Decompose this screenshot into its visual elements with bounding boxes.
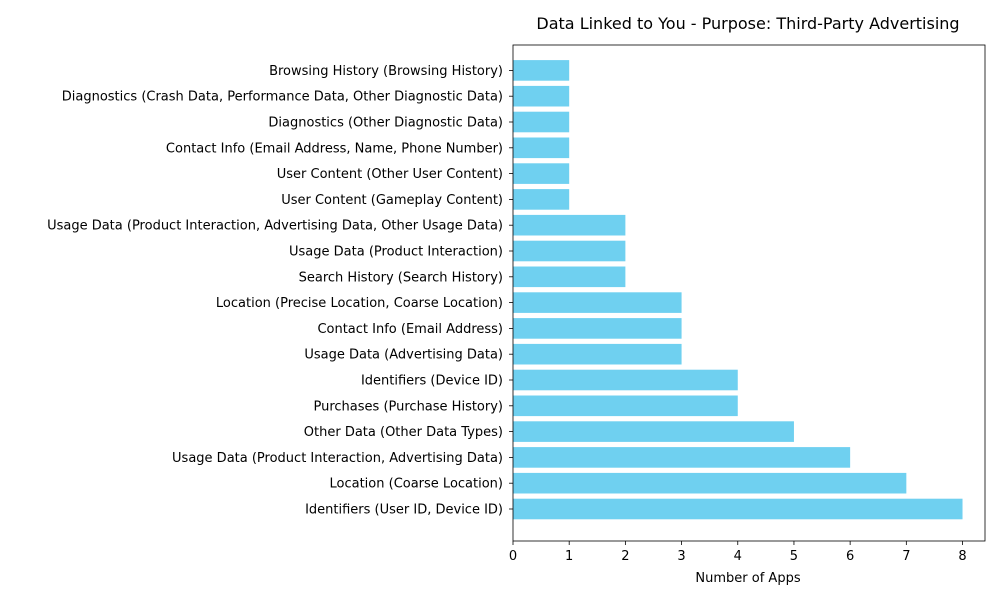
y-tick-label: Browsing History (Browsing History)	[269, 64, 503, 79]
y-tick-label: Identifiers (Device ID)	[361, 374, 503, 389]
bar	[513, 421, 794, 442]
y-tick-label: Contact Info (Email Address, Name, Phone…	[166, 141, 503, 156]
bar	[513, 85, 570, 107]
bar	[513, 111, 570, 133]
y-tick-label: Identifiers (User ID, Device ID)	[305, 503, 503, 518]
bar	[513, 214, 626, 236]
bar	[513, 318, 682, 339]
bar	[513, 369, 738, 391]
bar	[513, 395, 738, 417]
bar	[513, 60, 570, 81]
x-tick-label: 5	[790, 549, 798, 564]
bar	[513, 189, 570, 210]
bars-group	[513, 60, 963, 520]
chart-title: Data Linked to You - Purpose: Third-Part…	[536, 14, 959, 33]
bar	[513, 498, 963, 520]
bar	[513, 240, 626, 262]
y-tick-label: Other Data (Other Data Types)	[304, 425, 503, 440]
y-tick-label: User Content (Other User Content)	[277, 167, 503, 182]
x-tick-label: 6	[846, 549, 854, 564]
y-tick-label: Usage Data (Product Interaction)	[289, 245, 503, 260]
x-tick-label: 3	[677, 549, 685, 564]
y-tick-label: Usage Data (Advertising Data)	[304, 348, 503, 363]
x-tick-label: 1	[565, 549, 573, 564]
y-tick-label: Diagnostics (Crash Data, Performance Dat…	[62, 90, 503, 105]
bar	[513, 163, 570, 184]
bar	[513, 266, 626, 288]
y-tick-label: Usage Data (Product Interaction, Adverti…	[47, 219, 503, 234]
axes-frame	[512, 44, 986, 542]
x-tick-label: 8	[958, 549, 966, 564]
bar	[513, 137, 570, 159]
x-axis-label: Number of Apps	[695, 571, 800, 586]
bar	[513, 292, 682, 313]
x-tick-label: 4	[734, 549, 742, 564]
y-tick-label: Search History (Search History)	[299, 270, 503, 285]
y-tick-label: User Content (Gameplay Content)	[281, 193, 503, 208]
bar	[513, 472, 907, 494]
y-tick-label: Location (Precise Location, Coarse Locat…	[216, 296, 503, 311]
x-tick-label: 2	[621, 549, 629, 564]
x-tick-label: 0	[509, 549, 517, 564]
x-axis: 0 1 2 3 4 5 6 7 8	[509, 541, 967, 564]
y-tick-label: Usage Data (Product Interaction, Adverti…	[172, 451, 503, 466]
bar	[513, 447, 851, 468]
y-tick-labels: Identifiers (User ID, Device ID) Location…	[47, 64, 513, 518]
y-tick-label: Purchases (Purchase History)	[314, 399, 504, 414]
x-tick-label: 7	[902, 549, 910, 564]
y-tick-label: Diagnostics (Other Diagnostic Data)	[268, 116, 503, 131]
plot-area-border	[512, 44, 986, 542]
y-tick-label: Contact Info (Email Address)	[317, 322, 503, 337]
y-tick-label: Location (Coarse Location)	[330, 477, 504, 492]
bar	[513, 343, 682, 365]
